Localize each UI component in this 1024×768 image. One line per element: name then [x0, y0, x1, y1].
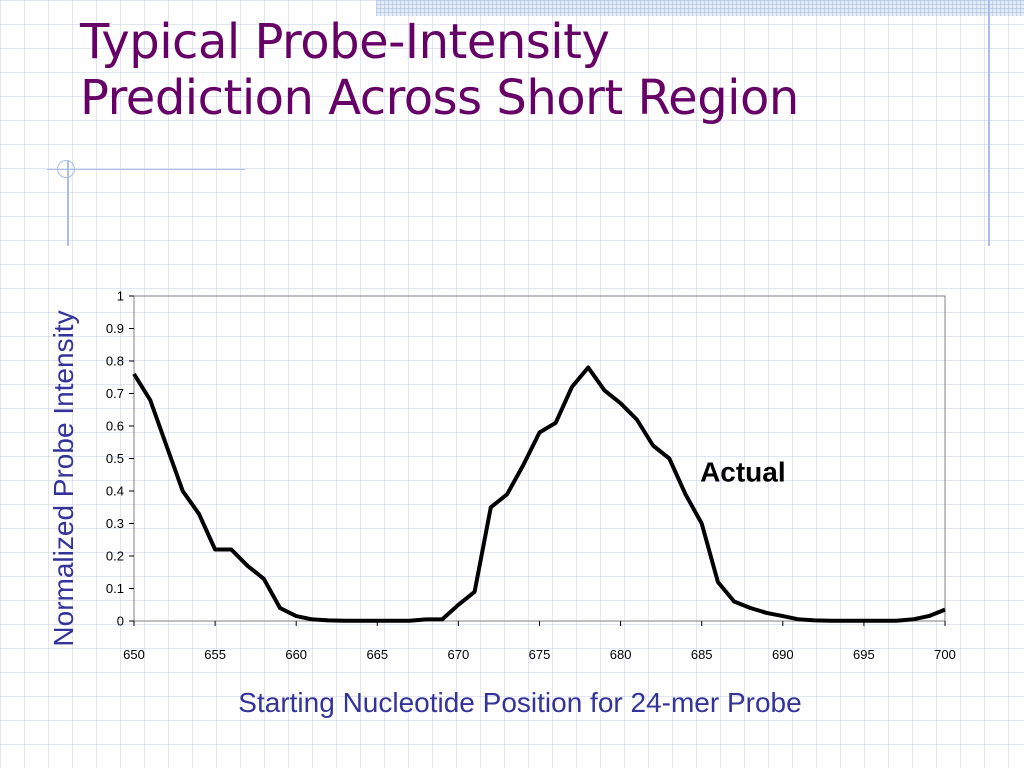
series-label-actual: Actual — [700, 456, 786, 487]
y-tick-label: 0.2 — [106, 549, 124, 564]
decorative-top-band — [376, 0, 1024, 16]
y-tick-label: 0.3 — [106, 516, 124, 531]
x-tick-label: 650 — [123, 647, 145, 662]
x-tick-label: 690 — [772, 647, 794, 662]
decorative-right-line — [988, 0, 990, 246]
y-tick-label: 0.5 — [106, 451, 124, 466]
x-tick-label: 695 — [853, 647, 875, 662]
series-line-actual — [132, 365, 946, 623]
y-tick-label: 1 — [117, 289, 124, 304]
x-tick-label: 665 — [366, 647, 388, 662]
y-tick-label: 0 — [117, 614, 124, 629]
y-tick-label: 0.1 — [106, 581, 124, 596]
y-tick-label: 0.9 — [106, 321, 124, 336]
series-layer: Actual — [132, 365, 946, 623]
decorative-circle — [57, 160, 75, 178]
x-tick-label: 700 — [934, 647, 956, 662]
slide-title: Typical Probe-Intensity Prediction Acros… — [80, 14, 980, 126]
y-tick-label: 0.7 — [106, 386, 124, 401]
decorative-horizontal-line — [47, 169, 245, 170]
slide-title-line-2: Prediction Across Short Region — [80, 70, 799, 126]
x-axis-label: Starting Nucleotide Position for 24-mer … — [238, 687, 801, 718]
y-axis-label: Normalized Probe Intensity — [48, 310, 79, 646]
x-tick-label: 675 — [529, 647, 551, 662]
x-tick-label: 685 — [691, 647, 713, 662]
x-tick-label: 660 — [285, 647, 307, 662]
x-tick-label: 655 — [204, 647, 226, 662]
slide-title-line-1: Typical Probe-Intensity — [80, 14, 610, 70]
x-tick-label: 670 — [448, 647, 470, 662]
x-axis-ticks: 650 655 660 665 670 675 680 685 690 695 700 — [123, 621, 956, 662]
decorative-left-line — [67, 160, 69, 246]
y-tick-label: 0.6 — [106, 419, 124, 434]
x-tick-label: 680 — [610, 647, 632, 662]
y-tick-label: 0.8 — [106, 354, 124, 369]
y-axis-ticks: 0 0.1 0.2 0.3 0.4 0.5 0.6 0.7 0.8 0.9 1 — [106, 289, 134, 629]
y-tick-label: 0.4 — [106, 484, 124, 499]
